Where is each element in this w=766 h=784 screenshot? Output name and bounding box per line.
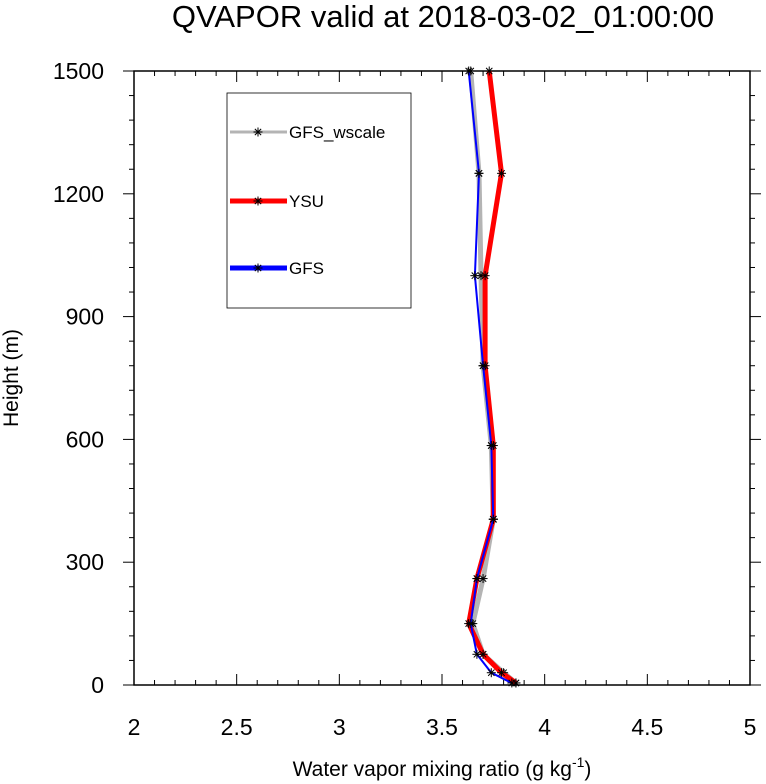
y-tick-label: 600	[66, 426, 104, 452]
legend-label: GFS	[289, 259, 324, 278]
data-point-gfs	[470, 271, 480, 281]
y-axis: 0 300 600 900 1200 1500	[53, 58, 761, 698]
x-tick-label: 3	[333, 714, 346, 740]
data-point-gfs	[474, 168, 484, 178]
data-point-ysu	[484, 66, 494, 76]
x-tick-label: 2	[128, 714, 141, 740]
data-point-ysu	[478, 649, 488, 659]
legend-marker	[253, 127, 263, 137]
data-point-gfs	[486, 668, 496, 678]
chart-title: QVAPOR valid at 2018-03-02_01:00:00	[172, 0, 714, 34]
y-axis-label: Height (m)	[0, 329, 23, 427]
plot-area	[133, 70, 751, 686]
x-axis-label-superscript: -1	[572, 754, 585, 770]
x-tick-label: 2.5	[221, 714, 253, 740]
data-point-gfs-wscale	[478, 574, 488, 584]
x-tick-label: 3.5	[426, 714, 458, 740]
data-point-gfs	[472, 649, 482, 659]
data-point-gfs	[507, 678, 517, 688]
x-axis-label-close: )	[584, 758, 591, 781]
legend-item-ysu: YSU	[230, 192, 324, 211]
x-axis-label-main: Water vapor mixing ratio (g kg	[293, 758, 572, 781]
y-tick-label: 1200	[53, 181, 104, 207]
x-tick-label: 4.5	[631, 714, 663, 740]
data-point-ysu	[480, 271, 490, 281]
legend: GFS_wscale YSU GFS	[226, 92, 412, 309]
x-axis: 2 2.5 3 3.5 4 4.5 5	[128, 71, 757, 740]
series-gfs	[464, 66, 517, 688]
legend-label: GFS_wscale	[289, 123, 385, 142]
legend-item-gfs: GFS	[230, 259, 324, 278]
data-point-gfs	[478, 361, 488, 371]
y-tick-label: 1500	[53, 58, 104, 84]
y-tick-label: 0	[91, 672, 104, 698]
legend-item-gfs-wscale: GFS_wscale	[230, 123, 385, 142]
plot-border	[133, 70, 751, 686]
x-tick-label: 5	[744, 714, 757, 740]
legend-label: YSU	[289, 192, 324, 211]
legend-marker	[253, 196, 263, 206]
x-axis-label: Water vapor mixing ratio (g kg-1)	[293, 754, 592, 781]
y-tick-label: 300	[66, 549, 104, 575]
data-point-gfs	[488, 514, 498, 524]
legend-marker	[253, 263, 263, 273]
data-point-ysu	[497, 668, 507, 678]
y-tick-label: 900	[66, 304, 104, 330]
series-layer	[464, 66, 521, 688]
data-point-gfs	[472, 574, 482, 584]
x-tick-label: 4	[538, 714, 551, 740]
data-point-gfs	[466, 619, 476, 629]
data-point-gfs	[464, 66, 474, 76]
data-point-ysu	[497, 168, 507, 178]
data-point-gfs	[486, 441, 496, 451]
